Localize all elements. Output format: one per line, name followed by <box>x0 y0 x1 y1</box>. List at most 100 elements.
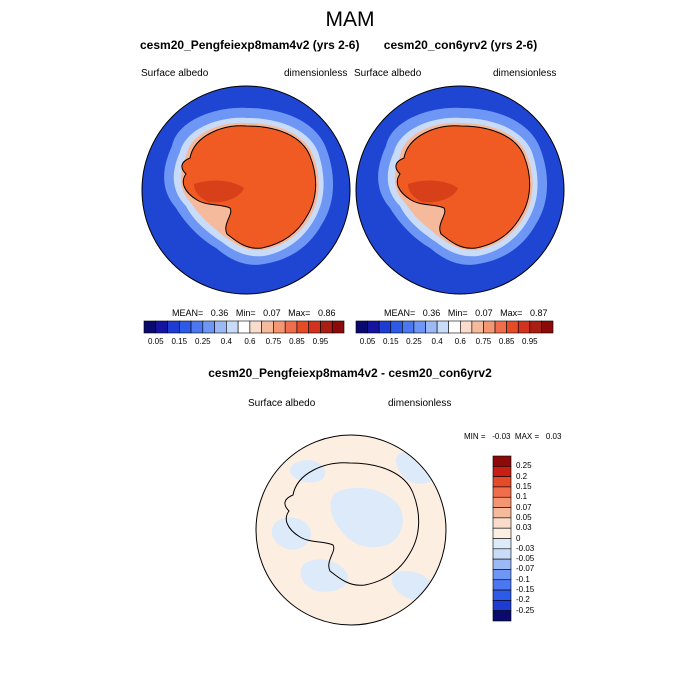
diff-colorbar-tick-label: -0.05 <box>516 554 535 564</box>
panel-2-colorbar-swatch <box>355 320 368 334</box>
panel-2-variable: Surface albedo <box>354 68 422 79</box>
panel-1-colorbar-tick-label: 0.95 <box>312 337 329 346</box>
diff-colorbar-swatch <box>492 610 512 622</box>
diff-colorbar-swatch <box>492 466 512 477</box>
panel-2-min-value: 0.07 <box>475 308 493 318</box>
diff-negative-region-2 <box>271 517 311 550</box>
panel-2-colorbar-tick-label: 0.4 <box>431 337 443 346</box>
panel-1-colorbar-swatch <box>143 320 157 334</box>
diff-colorbar-swatch <box>492 548 512 560</box>
diff-colorbar-swatch <box>492 569 512 581</box>
diff-colorbar-tick-label: 0 <box>516 533 521 543</box>
diff-colorbar-swatch <box>492 589 512 601</box>
diff-colorbar-tick-label: 0.07 <box>516 502 532 512</box>
diff-colorbar-tick-label: 0.15 <box>516 481 532 491</box>
panel-2-max-label: Max= <box>500 308 523 318</box>
panel-2-colorbar-swatch <box>483 320 496 334</box>
panel-1-colorbar-swatch <box>261 320 274 334</box>
panel-2-colorbar-swatch <box>390 320 403 334</box>
diff-negative-region-1 <box>330 487 403 548</box>
diff-colorbar-tick-label: 0.03 <box>516 523 532 533</box>
diff-max-value: 0.03 <box>545 432 562 441</box>
panel-1-units: dimensionless <box>284 68 348 79</box>
panel-1-colorbar-swatch <box>226 320 239 334</box>
diff-colorbar-tick-label: 0.25 <box>516 461 532 471</box>
panel-1-colorbar-swatch <box>320 320 333 334</box>
panel-2-colorbar-swatch <box>517 320 531 334</box>
panel-2-colorbar-tick-label: 0.25 <box>406 337 422 346</box>
panel-1-colorbar-tick-label: 0.85 <box>289 337 305 346</box>
panel-1-stats: MEAN= 0.36 Min= 0.07 Max= 0.86 <box>172 308 335 318</box>
panel-1-colorbar-tick-label: 0.25 <box>195 337 211 346</box>
panel-2-colorbar-tick-label: 0.05 <box>359 337 376 346</box>
diff-negative-region-3 <box>300 559 349 592</box>
diff-stats: MIN = -0.03 MAX = 0.03 <box>464 432 561 441</box>
panel-1-colorbar-swatch <box>202 320 215 334</box>
diff-colorbar <box>492 455 512 622</box>
panel-1-colorbar-tick-label: 0.6 <box>244 337 256 346</box>
panel-1-colorbar <box>143 320 345 334</box>
panel-1-colorbar-swatch <box>178 320 192 334</box>
panel-2-colorbar-swatch <box>436 320 450 334</box>
panel-1-colorbar-tick-label: 0.15 <box>171 337 188 346</box>
panel-1-colorbar-tick-label: 0.4 <box>220 337 232 346</box>
diff-colorbar-swatch <box>492 600 512 611</box>
diff-colorbar-swatch <box>492 476 512 488</box>
panel-2-max-value: 0.87 <box>529 308 548 318</box>
diff-variable: Surface albedo <box>248 398 316 409</box>
panel-1-colorbar-tick-label: 0.05 <box>147 337 164 346</box>
panel-2-colorbar-swatch <box>448 320 461 334</box>
panel-1-min-label: Min= <box>235 308 256 318</box>
ice-shelf-2 <box>408 180 458 203</box>
panel-2-colorbar-swatch <box>367 320 380 334</box>
panel-1-colorbar-swatch <box>296 320 310 334</box>
panel-2-colorbar-swatch <box>425 320 438 334</box>
panel-2-min-label: Min= <box>447 308 468 318</box>
diff-colorbar-swatch <box>492 538 512 550</box>
panel-1-colorbar-swatch <box>167 320 180 334</box>
panel-1-colorbar-tick-label: 0.75 <box>265 337 282 346</box>
diff-colorbar-swatch <box>492 558 512 570</box>
diff-units: dimensionless <box>388 398 452 409</box>
panel-2-mean-label: MEAN= <box>384 308 416 318</box>
diff-colorbar-swatch <box>492 455 512 467</box>
panel-1-colorbar-swatch <box>214 320 227 334</box>
panel-2-colorbar-swatch <box>529 320 542 334</box>
panel-2-colorbar-swatch <box>459 320 473 334</box>
diff-colorbar-tick-label: -0.25 <box>516 605 535 615</box>
panel-2-stats: MEAN= 0.36 Min= 0.07 Max= 0.87 <box>384 308 547 318</box>
diff-min-value: -0.03 <box>492 432 511 441</box>
panel-2-title: cesm20_con6yrv2 (yrs 2-6) <box>383 38 538 52</box>
panel-1-colorbar-swatch <box>273 320 286 334</box>
panel-1-title: cesm20_Pengfeiexp8mam4v2 (yrs 2-6) <box>140 38 360 52</box>
panel-2-colorbar-tick-label: 0.95 <box>522 337 538 346</box>
diff-colorbar-tick-label: -0.2 <box>516 595 530 605</box>
panel-2-colorbar-swatch <box>494 320 507 334</box>
diff-min-label: MIN = <box>464 432 486 441</box>
diff-title: cesm20_Pengfeiexp8mam4v2 - cesm20_con6yr… <box>208 366 492 380</box>
panel-1-max-label: Max= <box>288 308 311 318</box>
panel-2-colorbar-tick-label: 0.85 <box>498 337 515 346</box>
panel-1-colorbar-swatch <box>237 320 251 334</box>
diff-colorbar-tick-label: -0.15 <box>516 585 535 595</box>
diff-colorbar-swatch <box>492 579 512 591</box>
panel-2-colorbar-swatch <box>402 320 415 334</box>
panel-2-map <box>356 86 564 294</box>
panel-2-colorbar-tick-label: 0.75 <box>475 337 492 346</box>
diff-max-label: MAX = <box>514 432 540 441</box>
panel-1-mean-label: MEAN= <box>172 308 204 318</box>
diff-negative-region-6 <box>289 460 326 483</box>
diff-colorbar-swatch <box>492 486 512 498</box>
panel-2-colorbar-swatch <box>413 320 426 334</box>
panel-1-variable: Surface albedo <box>141 68 209 79</box>
diff-colorbar-tick-label: 0.1 <box>516 492 528 502</box>
panel-1-mean-value: 0.36 <box>210 308 229 318</box>
panel-2-colorbar <box>355 320 554 334</box>
ice-shelf-1 <box>194 180 244 203</box>
figure-title: MAM <box>325 8 375 31</box>
diff-colorbar-tick-label: -0.07 <box>516 564 535 574</box>
panel-2-colorbar-tick-label: 0.6 <box>454 337 466 346</box>
diff-colorbar-tick-label: 0.05 <box>516 512 532 522</box>
panel-2-colorbar-tick-label: 0.15 <box>382 337 399 346</box>
diff-colorbar-tick-label: -0.03 <box>516 543 535 553</box>
